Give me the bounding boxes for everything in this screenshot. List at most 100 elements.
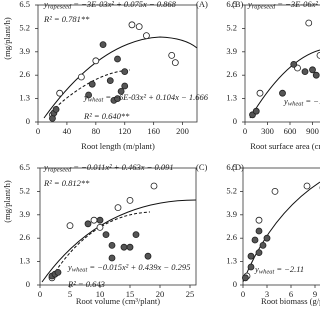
equation-var: y <box>43 162 48 172</box>
x-tick-label: 0 <box>36 126 40 136</box>
data-point <box>251 236 259 244</box>
fit-curve <box>41 199 197 283</box>
panel-label: (D) <box>232 162 244 172</box>
data-point <box>135 23 143 31</box>
x-tick-label: 300 <box>261 126 274 136</box>
data-point <box>247 252 255 260</box>
panel-label: (C) <box>196 162 208 172</box>
equation: ywheat = −2.11 <box>254 264 304 276</box>
data-point <box>241 274 249 282</box>
x-axis-label: Root biomass (g/plant) <box>261 296 320 306</box>
data-point <box>108 254 116 262</box>
y-tick-label: 3.9 <box>19 46 30 56</box>
data-point <box>126 196 134 204</box>
data-point <box>143 32 150 39</box>
data-point <box>309 66 316 74</box>
x-axis-label: Root volume (cm³/plant) <box>76 296 160 306</box>
equation-var: y <box>247 0 252 9</box>
data-point <box>102 231 110 239</box>
data-point <box>114 204 122 212</box>
equation-text: = −2.11 <box>276 264 304 274</box>
equation-text: = −3E-03x² + 0.075x − 0.868 <box>73 0 176 9</box>
x-tick-label: 600 <box>284 126 297 136</box>
equation: yrapeseed = −3E-06x² <box>247 0 318 11</box>
data-point <box>312 71 320 79</box>
equation-text: = −3E-06x² <box>277 0 318 9</box>
data-point <box>114 55 121 63</box>
y-tick-label: 2.6 <box>226 69 237 79</box>
data-point <box>126 243 134 251</box>
equation-text: = −6E-03x² + 0.104x − 1.666 <box>105 92 208 102</box>
x-tick-label: 9 <box>313 289 317 299</box>
data-point <box>121 82 129 90</box>
data-point <box>168 52 176 59</box>
y-tick-label: 6.5 <box>19 0 30 9</box>
x-tick-label: 0 <box>38 289 42 299</box>
data-point <box>121 68 129 75</box>
x-tick-label: 900 <box>306 126 319 136</box>
data-point <box>54 268 62 276</box>
x-tick-label: 80 <box>92 126 101 136</box>
x-tick-label: 40 <box>63 126 72 136</box>
equation-var: R² = 0.640** <box>83 111 130 121</box>
y-tick-label: 3.9 <box>19 209 30 219</box>
fit-curve <box>249 49 320 119</box>
fit-curve <box>54 69 131 109</box>
y-tick-label: 5.2 <box>19 22 30 32</box>
data-point <box>77 73 85 81</box>
panel-label: (B) <box>232 0 244 9</box>
data-point <box>316 52 320 59</box>
equation-text: = −0.015x² + 0.439x − 0.295 <box>89 262 190 272</box>
data-point <box>92 57 100 65</box>
x-tick-label: 3 <box>265 289 269 299</box>
y-tick-label: 1.3 <box>19 256 30 266</box>
y-tick-label: 2.6 <box>19 69 30 79</box>
data-point <box>259 241 267 249</box>
data-point <box>150 182 158 190</box>
data-point <box>84 220 92 228</box>
data-point <box>120 243 128 251</box>
y-tick-label: 5.2 <box>226 22 237 32</box>
data-point <box>256 89 264 97</box>
data-point <box>52 106 60 113</box>
equation: ywheat= −1. <box>283 96 320 108</box>
y-tick-label: 0 <box>233 116 237 126</box>
y-tick-label: 2.6 <box>19 232 30 242</box>
x-tick-label: 6 <box>289 289 293 299</box>
x-tick-label: 160 <box>147 126 160 136</box>
data-point <box>247 263 255 271</box>
equation-var: R² = 0.781** <box>43 14 90 24</box>
data-point <box>303 182 311 190</box>
equation: yrapeseed = −3E-03x² + 0.075x − 0.868 <box>43 0 177 11</box>
y-tick-label: 5.2 <box>19 185 30 195</box>
equation-subscript: wheat <box>72 267 88 274</box>
data-point <box>290 61 298 68</box>
data-point <box>305 19 313 27</box>
data-point <box>96 216 104 224</box>
x-tick-label: 0 <box>243 126 247 136</box>
y-tick-label: 6.5 <box>19 162 30 172</box>
data-point <box>66 222 74 230</box>
y-tick-label: 0 <box>233 279 237 289</box>
data-point <box>271 187 279 195</box>
equation-var: y <box>83 92 88 102</box>
data-point <box>128 21 136 29</box>
data-point <box>99 41 107 48</box>
equation: ywheat = −6E-03x² + 0.104x − 1.666 <box>83 92 209 104</box>
equation-subscript: wheat <box>88 97 104 104</box>
x-tick-label: 10 <box>96 289 105 299</box>
equation-subscript: rapeseed <box>48 4 72 11</box>
data-point <box>108 241 116 249</box>
equation-var: y <box>67 262 72 272</box>
data-point <box>90 216 98 224</box>
data-point <box>56 89 64 97</box>
x-tick-label: 120 <box>118 126 131 136</box>
data-point <box>106 77 114 84</box>
equation-subscript: rapeseed <box>252 4 276 11</box>
data-point <box>279 89 286 97</box>
equation: R² = 0.781** <box>43 14 90 24</box>
data-point <box>85 91 92 99</box>
y-tick-label: 2.6 <box>226 232 237 242</box>
equation-subscript: wheat <box>288 101 304 108</box>
